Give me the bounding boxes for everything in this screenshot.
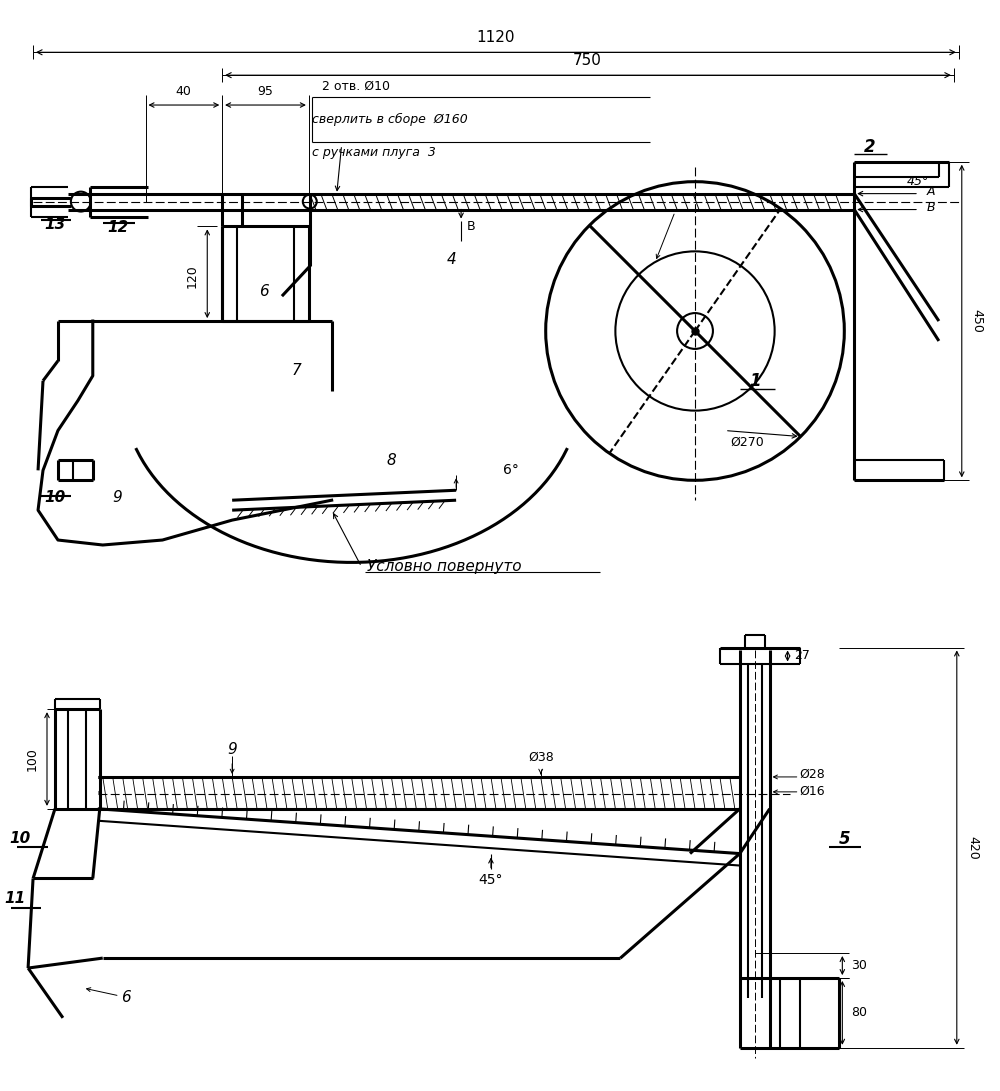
Text: Ø28: Ø28 <box>800 767 825 780</box>
Text: 80: 80 <box>851 1006 867 1019</box>
Text: 750: 750 <box>573 53 602 69</box>
Text: 120: 120 <box>185 264 198 288</box>
Text: Условно повернуто: Условно повернуто <box>367 560 521 574</box>
Text: Ø270: Ø270 <box>730 436 764 449</box>
Text: Ø38: Ø38 <box>528 751 554 764</box>
Text: 6: 6 <box>259 284 269 299</box>
Text: 12: 12 <box>107 219 128 235</box>
Text: 100: 100 <box>26 747 39 771</box>
Text: 7: 7 <box>292 363 302 379</box>
Text: B: B <box>467 220 476 233</box>
Text: 6°: 6° <box>503 464 519 478</box>
Text: 1120: 1120 <box>477 31 515 46</box>
Text: Ø16: Ø16 <box>800 784 825 798</box>
Text: 10: 10 <box>10 831 31 847</box>
Text: 4: 4 <box>446 252 456 267</box>
Text: 8: 8 <box>387 453 396 468</box>
Text: B: B <box>927 201 936 214</box>
Text: 30: 30 <box>851 959 867 972</box>
Text: 2 отв. Ø10: 2 отв. Ø10 <box>322 80 390 93</box>
Text: 450: 450 <box>971 309 984 333</box>
Text: 6: 6 <box>121 991 131 1006</box>
Text: 45°: 45° <box>479 874 503 887</box>
Text: 10: 10 <box>44 490 66 505</box>
Text: A: A <box>927 185 935 199</box>
Text: 9: 9 <box>113 490 123 505</box>
Text: 11: 11 <box>4 891 25 906</box>
Text: 45°: 45° <box>907 176 929 188</box>
Text: 95: 95 <box>257 85 273 98</box>
Text: 5: 5 <box>839 829 850 848</box>
Text: 13: 13 <box>44 216 66 231</box>
Text: 40: 40 <box>175 85 191 98</box>
Text: 2: 2 <box>863 137 875 156</box>
Text: сверлить в сборе  Ø160: сверлить в сборе Ø160 <box>312 113 468 125</box>
Text: 420: 420 <box>967 836 980 860</box>
Text: 9: 9 <box>227 742 237 756</box>
Text: 1: 1 <box>750 372 761 389</box>
Text: 27: 27 <box>795 649 810 662</box>
Text: с ручками плуга  3: с ручками плуга 3 <box>312 146 436 159</box>
